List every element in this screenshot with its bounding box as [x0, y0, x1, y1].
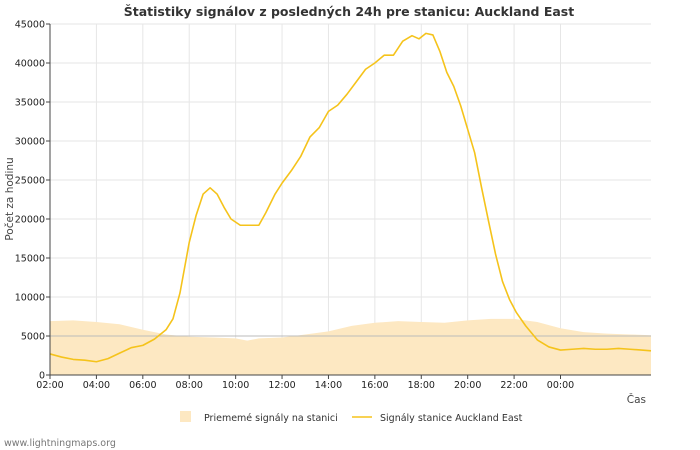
y-tick-label: 45000 [15, 20, 45, 31]
x-axis-label: Čas [627, 393, 646, 406]
grid-layer [46, 23, 651, 379]
credit-text: www.lightningmaps.org [4, 438, 116, 449]
y-tick-label: 5000 [21, 332, 45, 343]
x-tick-labels: 02:00 04:00 06:00 08:00 10:00 12:00 14:00 16:00… [36, 380, 574, 391]
chart-title: Štatistiky signálov z posledných 24h pre… [124, 4, 574, 19]
y-tick-label: 20000 [15, 215, 45, 226]
x-tick-label: 12:00 [268, 380, 295, 391]
legend-swatch-average [180, 411, 191, 422]
y-tick-label: 35000 [15, 98, 45, 109]
x-tick-label: 04:00 [83, 380, 110, 391]
x-tick-label: 06:00 [129, 380, 156, 391]
y-tick-label: 25000 [15, 176, 45, 187]
x-tick-label: 00:00 [547, 380, 574, 391]
average-signals-area [50, 318, 651, 375]
y-tick-label: 0 [39, 371, 45, 382]
y-tick-label: 15000 [15, 254, 45, 265]
legend-label-station: Signály stanice Auckland East [380, 413, 523, 424]
y-tick-labels: 0 5000 10000 15000 20000 25000 30000 35000 40000… [15, 20, 45, 382]
x-tick-label: 10:00 [222, 380, 249, 391]
x-tick-label: 02:00 [36, 380, 63, 391]
legend-label-average: Priememé signály na stanici [204, 413, 338, 424]
x-tick-label: 08:00 [176, 380, 203, 391]
y-axis-label: Počet za hodinu [4, 157, 16, 240]
legend: Priememé signály na stanici Signály stan… [180, 411, 523, 424]
x-tick-label: 20:00 [454, 380, 481, 391]
axis-layer [49, 24, 651, 376]
x-tick-label: 18:00 [408, 380, 435, 391]
station-signals-line-layer [49, 32, 652, 363]
x-tick-label: 22:00 [500, 380, 527, 391]
y-tick-label: 10000 [15, 293, 45, 304]
y-tick-label: 40000 [15, 59, 45, 70]
x-tick-label: 16:00 [361, 380, 388, 391]
x-tick-label: 14:00 [315, 380, 342, 391]
station-signals-line [49, 32, 652, 363]
average-signals-area-layer [50, 318, 651, 375]
y-tick-label: 30000 [15, 137, 45, 148]
